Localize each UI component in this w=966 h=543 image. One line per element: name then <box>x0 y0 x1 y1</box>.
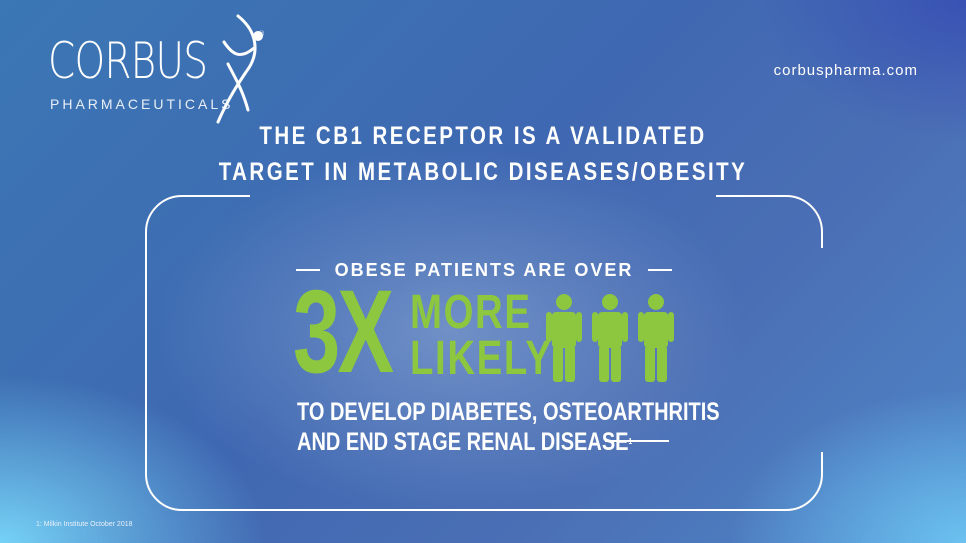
stat-kicker: OBESE PATIENTS ARE OVER <box>296 257 672 283</box>
stat-detail-line-1: TO DEVELOP DIABETES, OSTEOARTHRITIS <box>297 398 720 426</box>
stat-more-likely: MORE LIKELY <box>410 286 553 385</box>
stat-detail: TO DEVELOP DIABETES, OSTEOARTHRITIS AND … <box>297 397 720 457</box>
headline-line-2: TARGET IN METABOLIC DISEASES/OBESITY <box>218 158 748 186</box>
stat-multiplier: 3X <box>293 266 394 398</box>
kicker-rule-right <box>648 269 672 271</box>
headline-line-1: THE CB1 RECEPTOR IS A VALIDATED <box>259 122 707 150</box>
person-icon <box>546 294 582 382</box>
kicker-text: OBESE PATIENTS ARE OVER <box>334 259 634 280</box>
people-icons <box>546 292 676 388</box>
person-icon <box>592 294 628 382</box>
corbus-logo: CORBUS PHARMACEUTICALS ® <box>48 14 278 124</box>
person-icon <box>638 294 674 382</box>
website-link[interactable]: corbuspharma.com <box>773 62 918 79</box>
logo-subtitle: PHARMACEUTICALS <box>50 96 234 112</box>
footnote: 1: Milkin Institute October 2018 <box>36 521 133 528</box>
stat-line-more: MORE <box>410 286 532 339</box>
detail-rule <box>605 440 669 442</box>
kicker-rule-left <box>296 269 320 271</box>
logo-wordmark: CORBUS <box>48 32 208 90</box>
stat-detail-line-2-text: AND END STAGE RENAL DISEASE <box>297 428 629 456</box>
logo-figure-icon <box>216 14 263 124</box>
page-title: THE CB1 RECEPTOR IS A VALIDATED TARGET I… <box>0 118 966 190</box>
stat-line-likely: LIKELY <box>410 332 553 385</box>
registered-mark: ® <box>258 30 265 38</box>
